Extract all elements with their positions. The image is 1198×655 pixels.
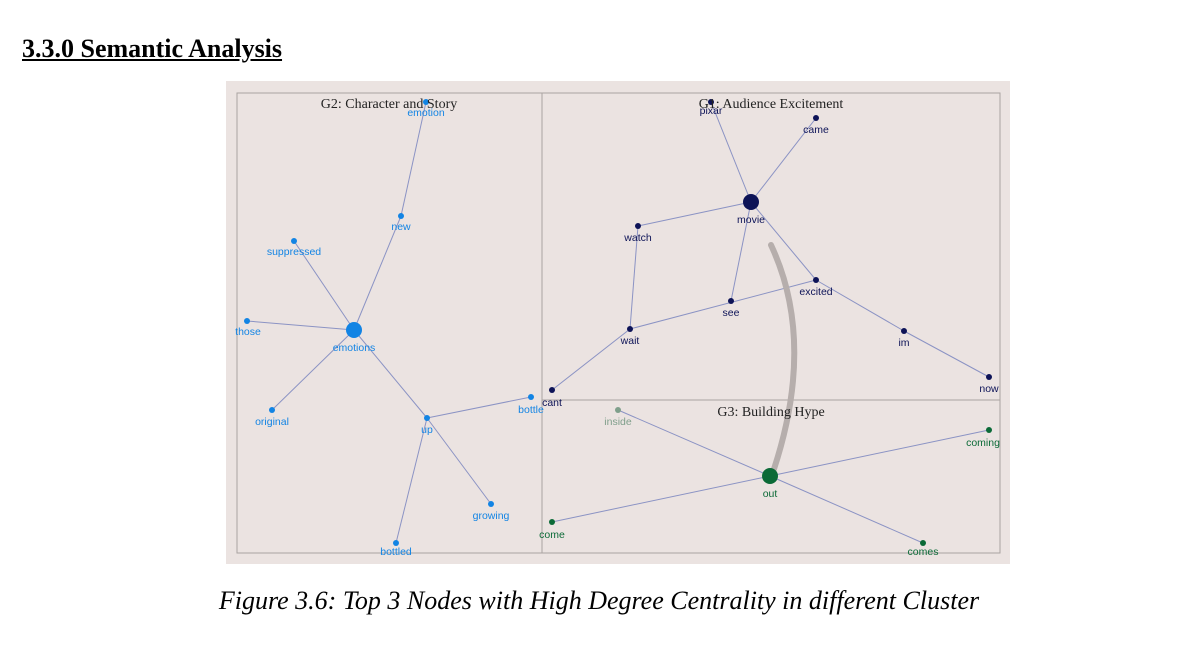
edge-movie-excited [750,201,817,281]
node-bottle [528,394,534,400]
node-come [549,519,555,525]
edge-out-comes [769,475,924,544]
semantic-network-graph: emotion new suppressed those emotions origina… [235,92,1001,558]
cluster-titles: G2: Character and Story G1: Audience Exc… [321,97,844,420]
edge-pixar-movie [710,101,752,203]
node-pixar [708,99,714,105]
node-label-watch: watch [623,232,652,244]
section-heading: 3.3.0 Semantic Analysis [22,34,283,63]
node-emotions [346,322,362,338]
node-suppressed [291,238,297,244]
node-label-growing: growing [473,510,510,522]
node-label-excited: excited [799,286,832,298]
edge-movie-see [730,201,752,302]
node-label-bottled: bottled [380,546,412,558]
edge-new-emotions [353,215,402,331]
cluster-title-g1: G1: Audience Excitement [699,97,844,112]
node-cant [549,387,555,393]
node-label-pixar: pixar [700,105,723,117]
node-see [728,298,734,304]
node-coming [986,427,992,433]
node-original [269,407,275,413]
node-inside [615,407,621,413]
node-im [901,328,907,334]
node-label-original: original [255,416,289,428]
node-label-im: im [898,337,909,349]
node-movie [743,194,759,210]
node-label-new: new [391,221,411,233]
node-label-emotions: emotions [333,342,376,354]
network-figure: emotion new suppressed those emotions origina… [226,81,1010,564]
edge-suppressed-emotions [293,240,355,331]
node-comes [920,540,926,546]
node-label-suppressed: suppressed [267,246,321,258]
edge-up-bottle [426,396,532,419]
edge-emotion-new [400,101,427,217]
edge-up-growing [426,417,492,505]
node-watch [635,223,641,229]
edge-up-bottled [395,417,428,544]
figure-caption: Figure 3.6: Top 3 Nodes with High Degree… [218,586,980,615]
node-new [398,213,404,219]
edge-emotions-up [353,329,428,419]
inter-cluster-link-movie-out [768,242,798,472]
edge-came-movie [750,117,817,203]
node-label-up: up [421,424,433,436]
node-came [813,115,819,121]
node-label-movie: movie [737,214,765,226]
edge-those-emotions [246,320,355,331]
edge-excited-im [815,279,905,332]
node-label-cant: cant [542,397,562,409]
cluster-title-g3: G3: Building Hype [717,405,824,420]
node-those [244,318,250,324]
node-label-see: see [723,307,740,319]
node-up [424,415,430,421]
edge-layer [246,101,990,544]
cluster-frames [236,92,1001,554]
node-label-inside: inside [604,416,632,428]
edge-im-now [903,330,990,378]
cluster-frame-g2 [236,92,543,554]
edge-original-emotions [271,329,355,411]
inter-cluster-layer [768,242,798,472]
node-label-come: come [539,529,565,541]
edge-watch-wait [629,225,639,330]
edge-out-come [551,475,771,523]
node-label-emotion: emotion [407,107,445,119]
cluster-frame-g3 [541,399,1001,554]
node-emotion [423,99,429,105]
node-bottled [393,540,399,546]
node-layer: emotion new suppressed those emotions origina… [235,99,1000,558]
node-now [986,374,992,380]
node-label-bottle: bottle [518,404,544,416]
edge-inside-out [617,409,771,477]
node-label-came: came [803,124,829,136]
node-label-comes: comes [908,546,939,558]
edge-out-coming [769,429,990,477]
node-label-wait: wait [620,335,640,347]
edge-watch-movie [637,201,752,227]
node-label-now: now [979,383,999,395]
node-label-coming: coming [966,437,1000,449]
node-label-out: out [763,488,778,500]
node-label-those: those [235,326,261,338]
node-growing [488,501,494,507]
node-out [762,468,778,484]
node-wait [627,326,633,332]
node-excited [813,277,819,283]
edge-wait-cant [551,328,631,391]
cluster-title-g2: G2: Character and Story [321,97,457,112]
